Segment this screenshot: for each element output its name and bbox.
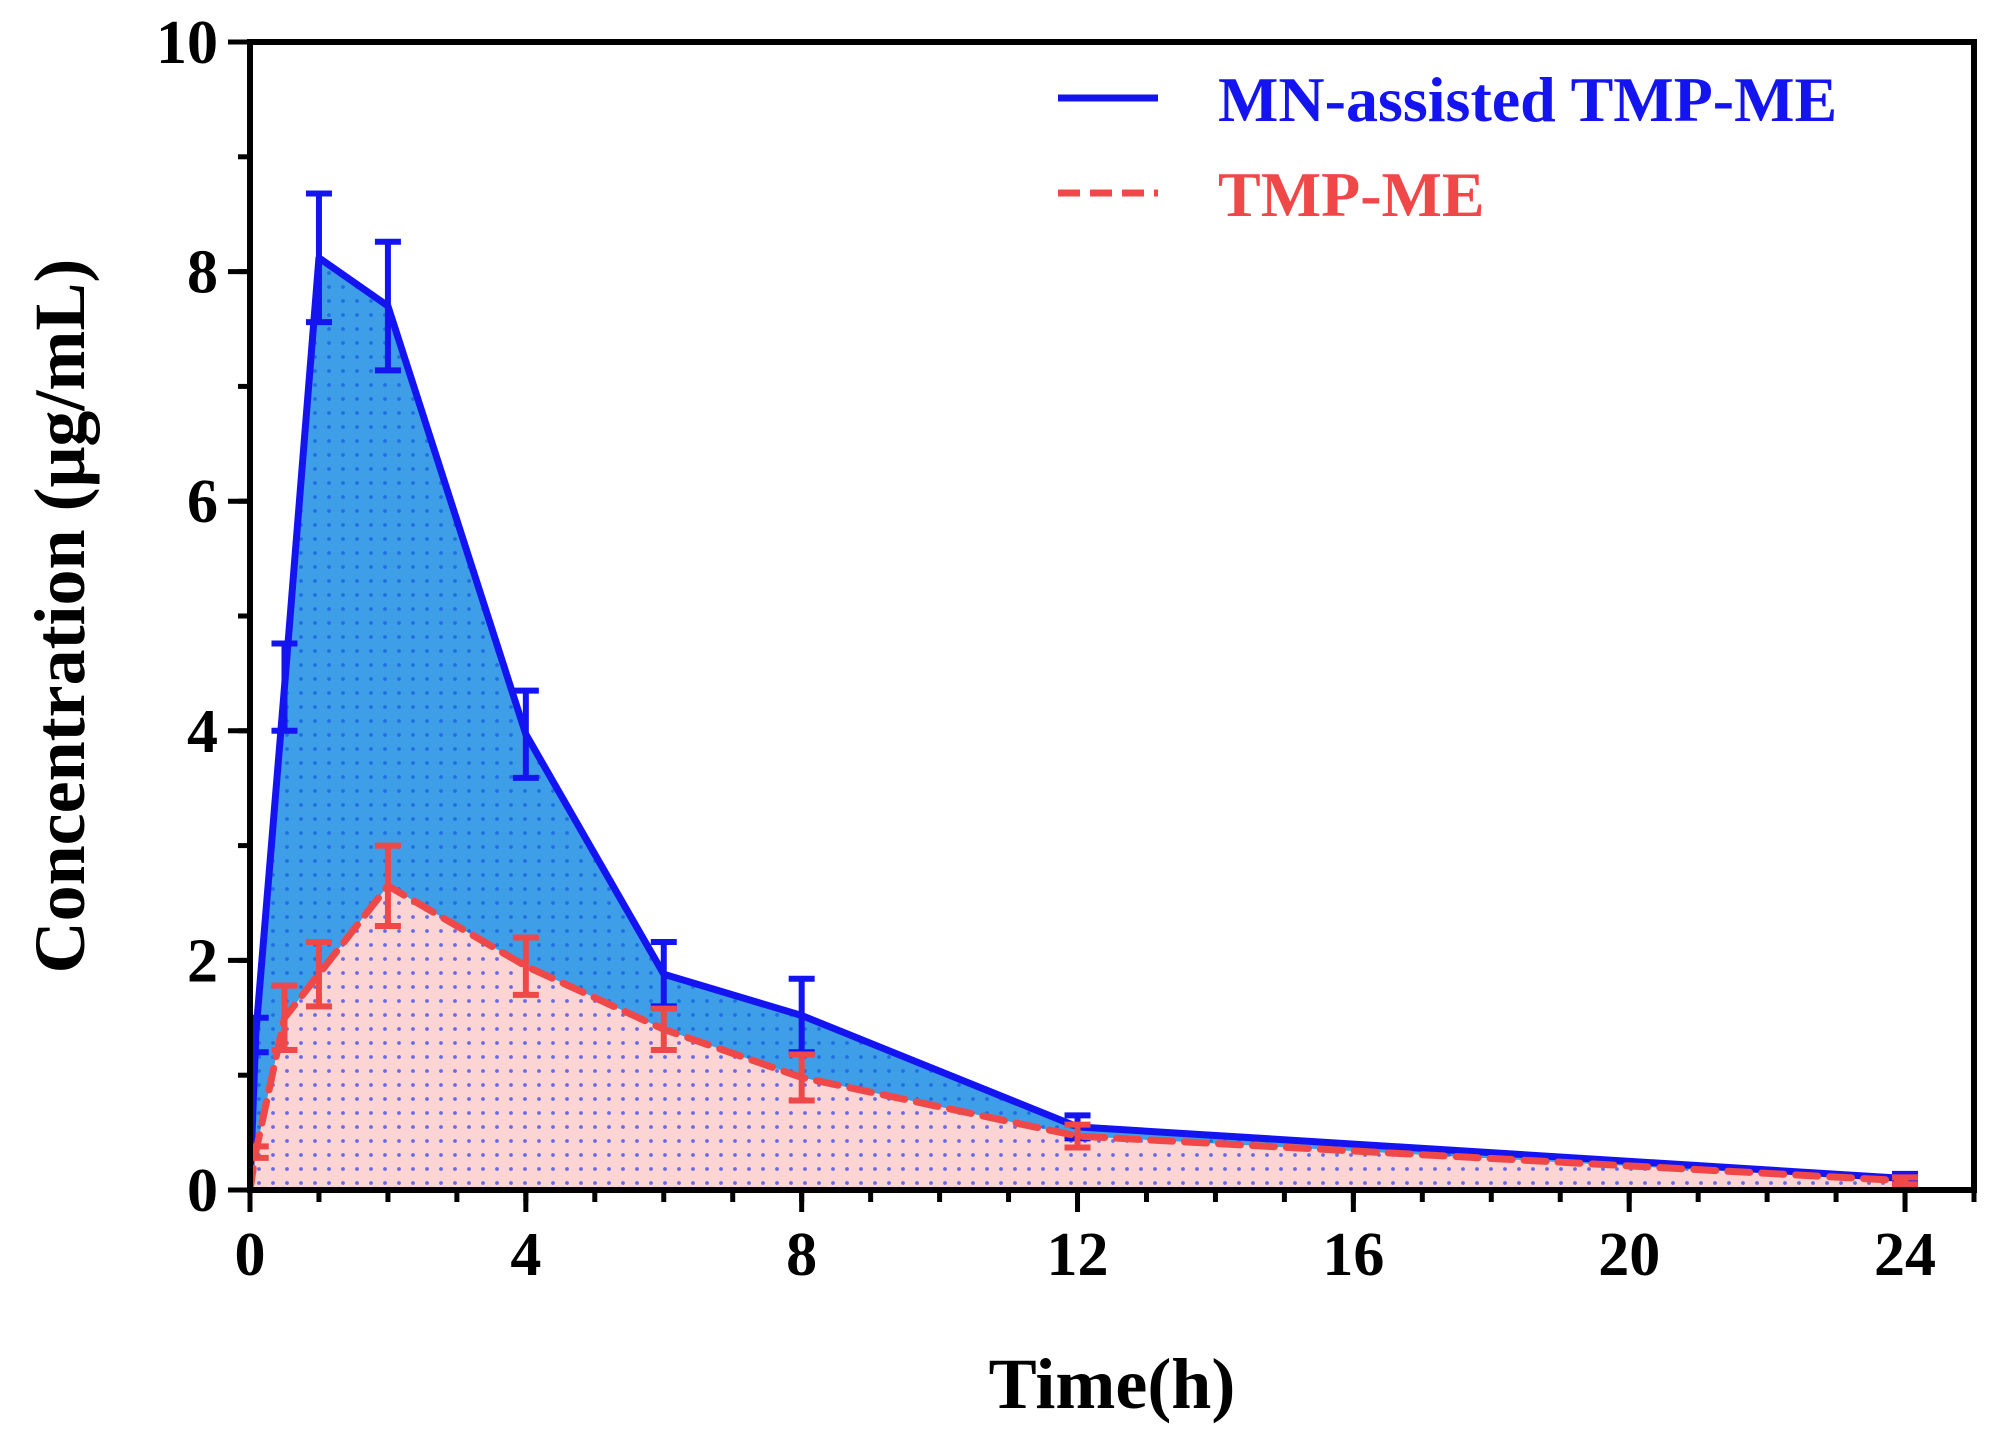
error-bar-series-1-point-8 xyxy=(1064,1121,1091,1151)
y-tick-label: 2 xyxy=(187,927,218,995)
error-bar-series-0-point-1 xyxy=(250,1014,269,1056)
x-tick-label: 24 xyxy=(1874,1221,1936,1289)
error-bar-series-0-point-3 xyxy=(305,190,332,326)
error-bar-series-1-point-4 xyxy=(374,842,401,929)
series-line-0 xyxy=(250,254,1909,1190)
error-bar-series-1-point-7 xyxy=(788,1051,815,1104)
error-bar-series-1-point-3 xyxy=(305,939,332,1010)
error-bar-series-1-point-5 xyxy=(512,934,539,998)
series-line-1 xyxy=(250,882,1909,1190)
y-tick-label: 0 xyxy=(187,1157,218,1225)
x-tick-label: 0 xyxy=(235,1221,266,1289)
y-tick-label: 10 xyxy=(156,9,218,77)
x-tick-label: 16 xyxy=(1322,1221,1384,1289)
x-tick-label: 12 xyxy=(1047,1221,1109,1289)
error-bar-series-1-point-6 xyxy=(650,1005,677,1053)
x-tick-label: 8 xyxy=(786,1221,817,1289)
legend-label-mn-assisted: MN-assisted TMP-ME xyxy=(1218,64,1837,135)
area-dots-series-1 xyxy=(250,885,1906,1190)
error-bar-series-1-point-2 xyxy=(271,982,298,1053)
error-bar-series-0-point-2 xyxy=(271,640,298,734)
error-bar-series-1-point-1 xyxy=(250,1143,269,1161)
y-axis-title: Concentration (μg/mL) xyxy=(20,259,100,974)
legend-label-tmp-me: TMP-ME xyxy=(1218,159,1485,230)
x-axis-title: Time(h) xyxy=(989,1344,1236,1424)
y-tick-label: 4 xyxy=(187,698,218,766)
error-bar-series-1-point-9 xyxy=(1892,1174,1919,1188)
x-tick-label: 4 xyxy=(510,1221,541,1289)
x-tick-label: 20 xyxy=(1598,1221,1660,1289)
error-bar-series-0-point-4 xyxy=(374,238,401,374)
legend: MN-assisted TMP-ME TMP-ME xyxy=(1058,64,1837,230)
error-bar-series-0-point-5 xyxy=(512,687,539,781)
y-tick-label: 8 xyxy=(187,239,218,307)
y-tick-label: 6 xyxy=(187,468,218,536)
